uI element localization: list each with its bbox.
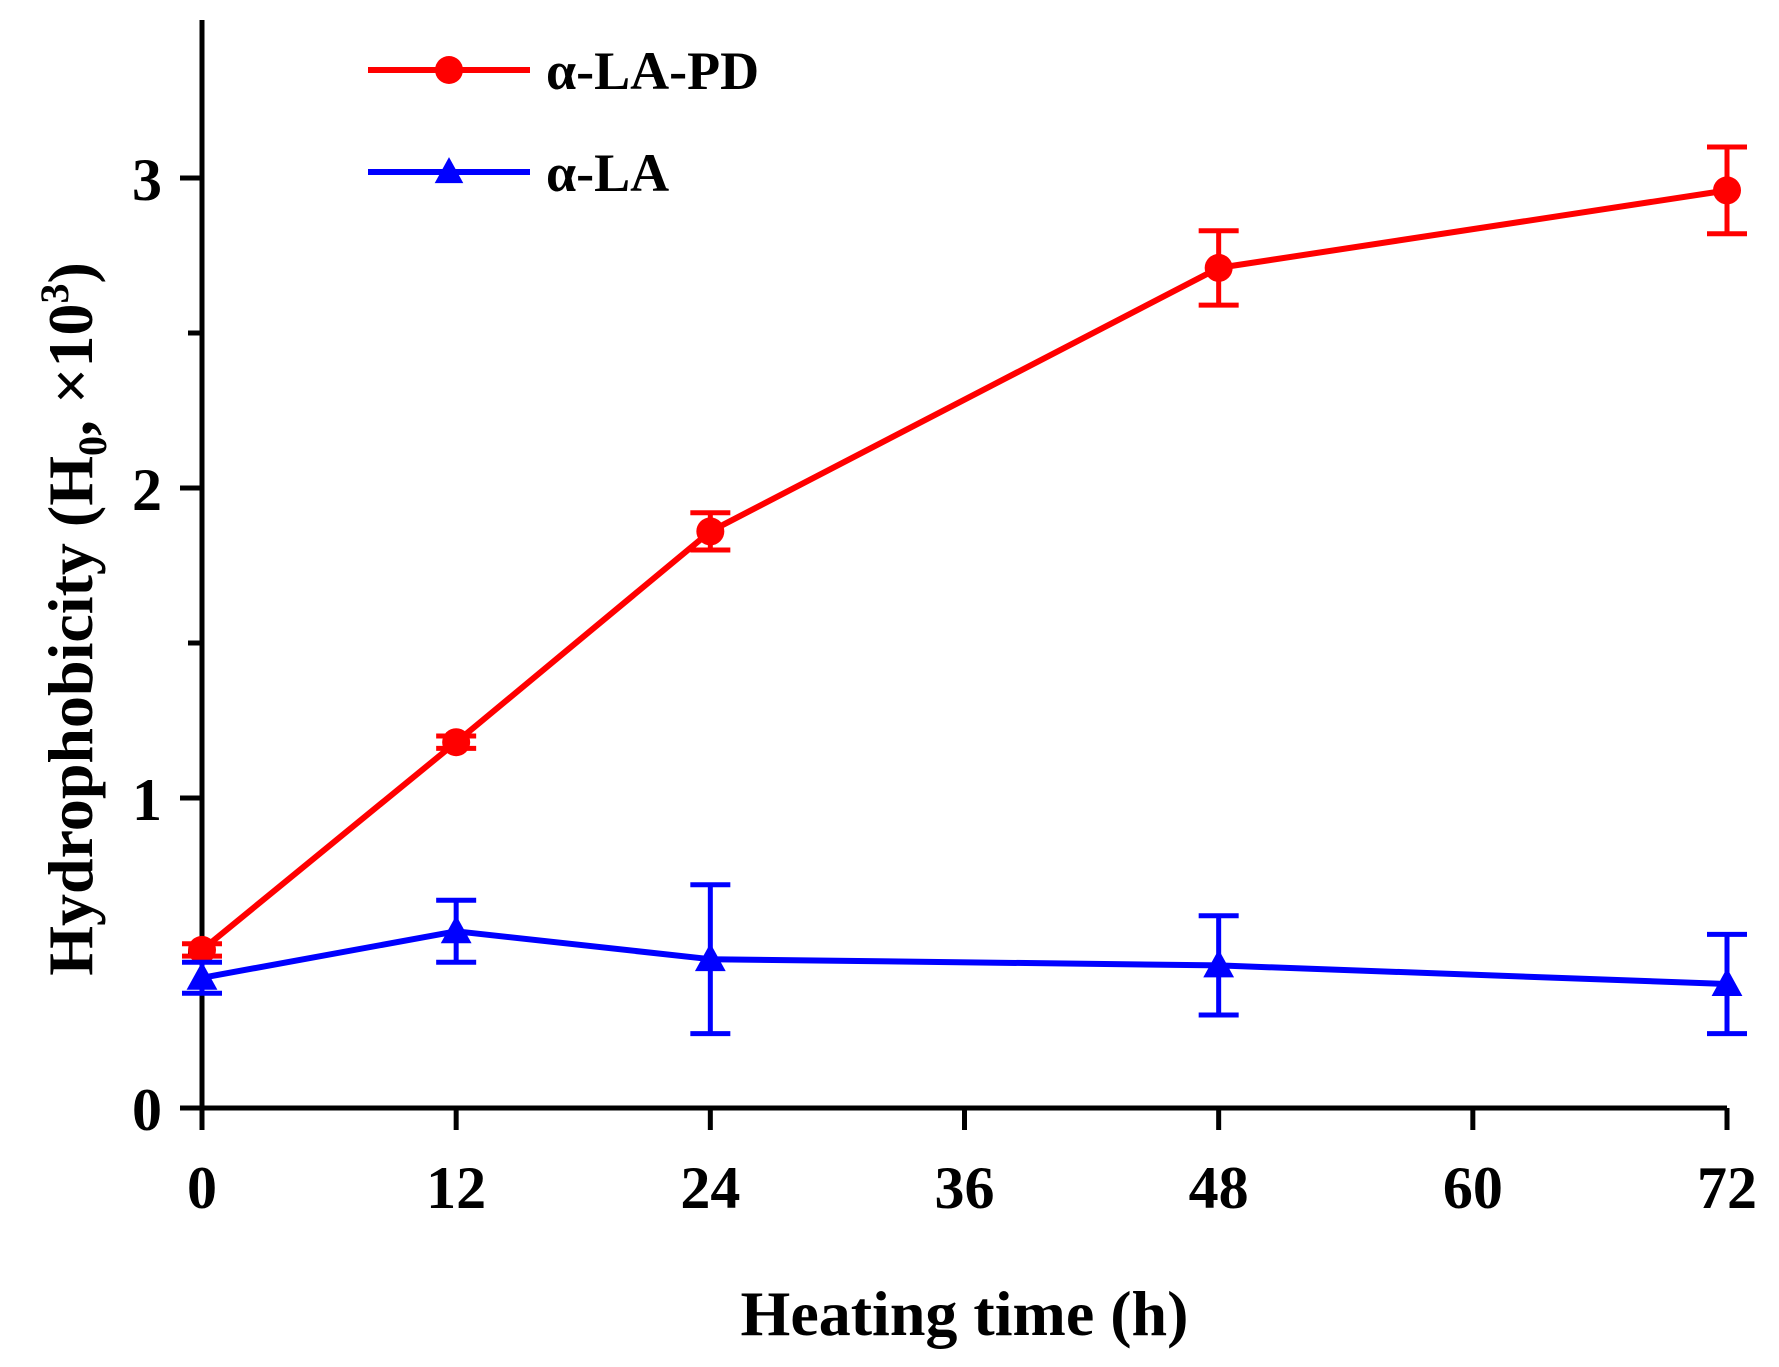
y-axis-title-mid: , ×10 [35, 304, 106, 436]
legend-item-la-pd: α-LA-PD [368, 41, 759, 101]
series-la [182, 882, 1747, 1037]
data-point [186, 961, 218, 990]
y-axis-title-main: Hydrophobicity (H [35, 456, 106, 976]
series-line-la [201, 928, 1728, 987]
legend-label: α-LA-PD [546, 41, 759, 101]
y-tick-label: 1 [132, 767, 162, 833]
legend-label: α-LA [546, 143, 669, 203]
data-point [440, 915, 472, 944]
y-axis-title-end: ) [35, 262, 106, 283]
y-axis-title-subscript: 0 [70, 436, 115, 456]
x-tick-label: 0 [187, 1155, 217, 1221]
x-tick-label: 12 [426, 1155, 486, 1221]
x-tick-label: 72 [1697, 1155, 1757, 1221]
data-point [1204, 253, 1233, 282]
plot-area [182, 144, 1747, 1037]
x-tick-label: 48 [1189, 1155, 1249, 1221]
y-tick-label: 2 [132, 457, 162, 523]
series-la-pd [182, 144, 1747, 964]
legend-marker [434, 157, 464, 184]
data-point [442, 728, 471, 757]
series-line-la-pd [200, 187, 1728, 953]
x-tick-label: 24 [680, 1155, 740, 1221]
x-tick-label: 60 [1443, 1155, 1503, 1221]
data-point [1711, 968, 1743, 996]
legend-marker [435, 56, 463, 84]
data-point [1203, 949, 1235, 978]
y-axis-title: Hydrophobicity (H0, ×103) [32, 262, 115, 976]
y-tick-label: 0 [132, 1077, 162, 1143]
legend: α-LA-PD α-LA [368, 41, 759, 203]
x-tick-label: 36 [935, 1155, 995, 1221]
data-point [694, 943, 726, 972]
y-tick-label: 3 [132, 147, 162, 213]
legend-item-la: α-LA [368, 143, 669, 203]
y-axis-title-superscript: 3 [32, 284, 77, 304]
data-point [1713, 176, 1741, 205]
data-point [188, 935, 216, 964]
data-point [696, 517, 725, 546]
x-axis-title: Heating time (h) [741, 1278, 1189, 1349]
